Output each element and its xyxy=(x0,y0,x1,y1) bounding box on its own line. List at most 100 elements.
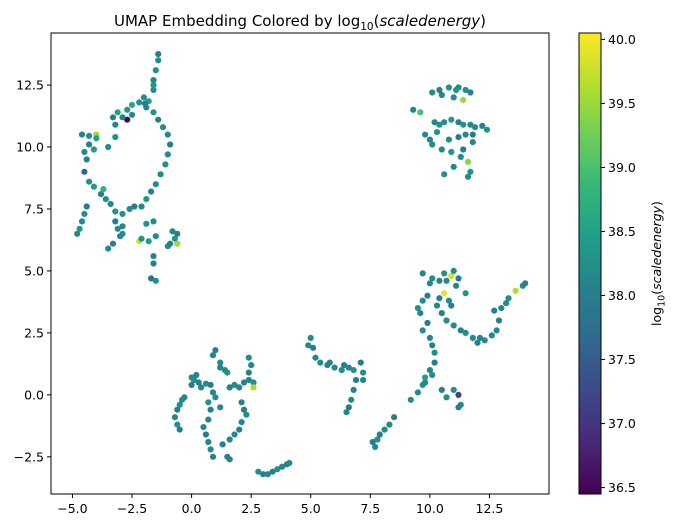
scatter-point xyxy=(207,446,214,453)
scatter-point xyxy=(143,220,150,227)
scatter-point xyxy=(212,347,219,354)
scatter-point xyxy=(386,421,393,428)
scatter-point xyxy=(417,109,424,116)
scatter-point xyxy=(381,426,388,433)
scatter-point xyxy=(443,277,450,284)
scatter-point xyxy=(443,317,450,324)
scatter-point xyxy=(331,364,338,371)
scatter-point xyxy=(90,183,97,190)
chart-title: UMAP Embedding Colored by log10(scaleden… xyxy=(114,12,486,33)
scatter-point xyxy=(143,196,150,203)
scatter-point xyxy=(429,89,436,96)
scatter-point xyxy=(422,131,429,138)
scatter-point xyxy=(195,379,202,386)
scatter-point xyxy=(112,121,119,128)
scatter-point xyxy=(483,126,491,133)
scatter-point xyxy=(431,359,438,366)
scatter-point xyxy=(250,384,257,391)
scatter-point xyxy=(105,245,112,252)
scatter-point xyxy=(250,379,257,386)
scatter-point xyxy=(81,168,88,175)
scatter-point xyxy=(431,119,438,126)
scatter-point xyxy=(198,384,205,391)
scatter-point xyxy=(307,334,314,341)
scatter-point xyxy=(74,230,81,237)
scatter-point xyxy=(419,297,426,304)
scatter-point xyxy=(467,168,474,175)
scatter-point xyxy=(279,463,286,470)
scatter-point xyxy=(343,409,350,416)
scatter-point xyxy=(124,106,131,113)
scatter-point xyxy=(202,380,209,387)
scatter-point xyxy=(155,57,162,64)
plot-frame xyxy=(50,32,550,495)
scatter-point xyxy=(86,141,93,148)
scatter-point xyxy=(119,223,126,230)
scatter-point xyxy=(360,369,367,376)
scatter-point xyxy=(512,287,519,294)
scatter-point xyxy=(424,292,431,299)
scatter-point xyxy=(417,310,424,317)
scatter-point xyxy=(450,163,457,170)
scatter-point xyxy=(150,86,157,94)
scatter-point xyxy=(207,406,214,413)
scatter-point xyxy=(450,94,457,101)
scatter-point xyxy=(441,270,448,277)
scatter-point xyxy=(455,391,462,398)
x-tick-label: 5.0 xyxy=(301,501,321,516)
scatter-point xyxy=(445,136,452,143)
scatter-point xyxy=(159,124,167,131)
y-tick-label: 10.0 xyxy=(16,140,44,155)
scatter-point xyxy=(450,386,457,393)
scatter-point xyxy=(312,354,319,361)
scatter-point xyxy=(193,371,200,379)
scatter-point xyxy=(231,381,238,388)
scatter-point xyxy=(209,352,217,359)
scatter-point xyxy=(162,161,169,168)
scatter-point xyxy=(190,376,198,384)
y-tick-label: 0.0 xyxy=(24,387,44,402)
x-tick-label: −2.5 xyxy=(117,501,147,516)
scatter-point xyxy=(469,139,476,146)
scatter-point xyxy=(445,84,452,91)
scatter-point xyxy=(429,141,436,148)
scatter-point xyxy=(243,411,250,418)
scatter-point xyxy=(429,342,436,349)
scatter-point xyxy=(169,228,176,235)
scatter-point xyxy=(236,426,243,433)
colorbar-tick-label: 39.0 xyxy=(608,160,636,175)
scatter-point xyxy=(205,399,212,406)
scatter-point xyxy=(76,225,83,232)
scatter-point xyxy=(462,329,469,336)
scatter-point xyxy=(455,275,462,282)
scatter-point xyxy=(152,67,159,74)
scatter-point xyxy=(274,466,281,473)
colorbar-gradient xyxy=(578,32,602,495)
scatter-point xyxy=(174,230,181,237)
scatter-point xyxy=(114,225,121,232)
scatter-point xyxy=(374,436,381,443)
scatter-point xyxy=(455,119,462,126)
scatter-point xyxy=(181,394,188,401)
scatter-point xyxy=(86,132,93,139)
scatter-point xyxy=(445,297,452,304)
scatter-point xyxy=(205,416,212,423)
scatter-point xyxy=(83,203,90,210)
colorbar: 36.5 37.0 37.5 38.0 38.5 39.0 39.5 40.0 log10(sc… xyxy=(578,32,668,495)
scatter-point xyxy=(105,143,112,151)
scatter-point xyxy=(286,459,293,467)
scatter-point xyxy=(83,156,90,163)
scatter-point xyxy=(472,124,479,131)
scatter-point xyxy=(219,441,226,448)
scatter-point xyxy=(462,131,469,138)
scatter-point xyxy=(422,374,429,381)
scatter-point xyxy=(436,86,443,94)
colorbar-tick-label: 37.0 xyxy=(608,416,636,431)
scatter-point xyxy=(448,302,455,309)
x-tick-label: 2.5 xyxy=(241,501,261,516)
scatter-point xyxy=(498,305,505,312)
scatter-point xyxy=(467,121,474,128)
scatter-point xyxy=(369,438,376,446)
scatter-point xyxy=(457,153,464,160)
